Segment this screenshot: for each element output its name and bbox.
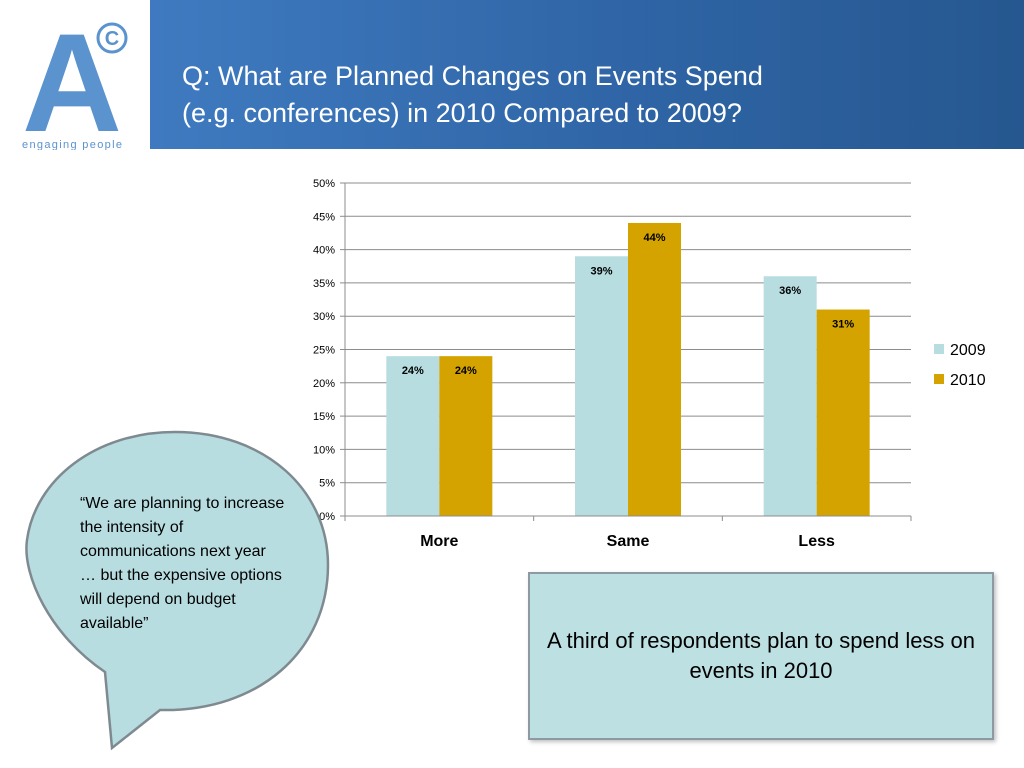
legend: 2009 2010	[934, 342, 986, 389]
logo-tagline: engaging people	[22, 139, 122, 150]
data-label: 24%	[402, 365, 424, 377]
data-label: 31%	[832, 319, 854, 331]
slide-title-line-2: (e.g. conferences) in 2010 Compared to 2…	[182, 98, 742, 128]
y-tick-label: 50%	[313, 178, 335, 190]
legend-swatch-2010	[934, 374, 944, 384]
data-label: 39%	[590, 265, 612, 277]
slide-title-line-1: Q: What are Planned Changes on Events Sp…	[182, 61, 763, 91]
y-tick-label: 40%	[313, 245, 335, 257]
y-tick-label: 35%	[313, 278, 335, 290]
legend-label-2010: 2010	[950, 372, 986, 389]
category-label: Less	[798, 533, 835, 550]
speech-bubble	[25, 430, 330, 751]
bar-more-2009	[386, 356, 440, 516]
callout-box: A third of respondents plan to spend les…	[528, 572, 994, 740]
y-tick-label: 0%	[319, 511, 335, 523]
y-tick-label: 15%	[313, 411, 335, 423]
category-label: More	[420, 533, 458, 550]
logo-graphic: A C engaging people	[22, 4, 128, 161]
logo: A C engaging people	[0, 0, 150, 161]
logo-letter: A	[22, 4, 122, 150]
legend-swatch-2009	[934, 344, 944, 354]
y-tick-label: 10%	[313, 444, 335, 456]
speech-bubble-quote: “We are planning to increase the intensi…	[80, 495, 285, 632]
bar-same-2010	[628, 222, 681, 516]
data-label: 24%	[455, 365, 477, 377]
legend-label-2009: 2009	[950, 342, 986, 359]
category-label: Same	[607, 533, 650, 550]
bar-more-2010	[439, 356, 493, 516]
data-label: 44%	[643, 232, 665, 244]
bar-same-2009	[575, 256, 628, 516]
y-tick-label: 30%	[313, 311, 335, 323]
axes: 0% 5% 10% 15% 20% 25% 30% 35% 40% 45% 50% More Same L…	[313, 178, 912, 550]
header-band	[150, 0, 1024, 149]
slide-title: Q: What are Planned Changes on Events Sp…	[182, 58, 1002, 132]
callout-text: A third of respondents plan to spend les…	[546, 628, 976, 683]
y-tick-label: 5%	[319, 478, 335, 490]
bar-less-2009	[763, 276, 817, 516]
copyright-ring	[96, 22, 128, 54]
data-label: 36%	[779, 285, 801, 297]
bar-less-2010	[816, 309, 870, 516]
bars: 24% 24% 39% 44% 36% 31%	[386, 222, 870, 516]
y-tick-label: 45%	[313, 211, 335, 223]
y-tick-label: 25%	[313, 345, 335, 357]
y-tick-label: 20%	[313, 378, 335, 390]
copyright-mark: C	[105, 28, 119, 50]
